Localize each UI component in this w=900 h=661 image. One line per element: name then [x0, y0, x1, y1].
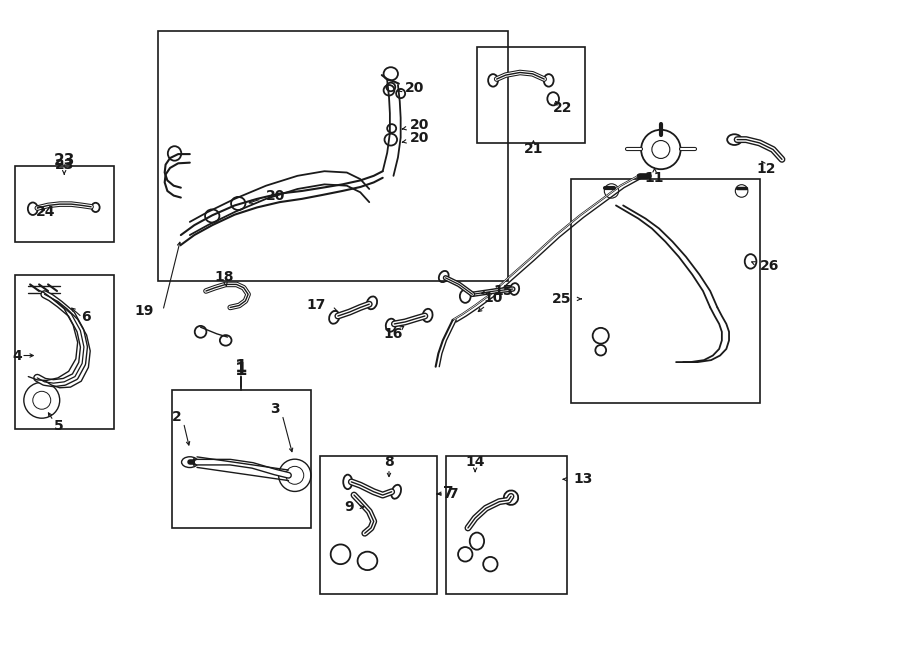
- Text: 9: 9: [345, 500, 354, 514]
- Text: 23: 23: [55, 157, 74, 172]
- Text: 6: 6: [82, 310, 91, 325]
- Text: 16: 16: [383, 327, 403, 341]
- Text: 12: 12: [756, 162, 776, 176]
- Bar: [172, 390, 310, 528]
- Text: 13: 13: [574, 472, 593, 486]
- Text: 17: 17: [307, 299, 326, 313]
- Bar: [14, 274, 113, 429]
- Bar: [14, 166, 113, 242]
- Text: 2: 2: [172, 410, 181, 424]
- Text: 18: 18: [214, 270, 234, 284]
- Text: 26: 26: [760, 259, 778, 273]
- Text: 7: 7: [443, 486, 454, 501]
- Text: 22: 22: [553, 101, 572, 115]
- Bar: [572, 179, 760, 403]
- Text: 19: 19: [134, 304, 154, 318]
- Text: 20: 20: [266, 188, 285, 202]
- Text: 8: 8: [384, 455, 394, 469]
- Text: 1: 1: [235, 361, 248, 379]
- Text: 10: 10: [483, 291, 503, 305]
- Text: 25: 25: [552, 292, 572, 306]
- Bar: [320, 455, 436, 594]
- Text: 11: 11: [644, 171, 664, 185]
- Text: 23: 23: [53, 153, 75, 168]
- Text: 20: 20: [410, 118, 429, 132]
- Text: 1: 1: [235, 358, 248, 375]
- Bar: [477, 48, 585, 143]
- Text: 3: 3: [270, 403, 280, 416]
- Text: 15: 15: [493, 284, 513, 298]
- Bar: [158, 31, 508, 281]
- Bar: [446, 455, 567, 594]
- Text: 24: 24: [35, 205, 55, 219]
- Text: 21: 21: [524, 143, 544, 157]
- Text: 7: 7: [448, 486, 458, 501]
- Text: 14: 14: [465, 455, 485, 469]
- Text: 5: 5: [53, 419, 63, 433]
- Text: 20: 20: [405, 81, 425, 95]
- Text: 20: 20: [410, 132, 429, 145]
- Text: 4: 4: [13, 348, 22, 362]
